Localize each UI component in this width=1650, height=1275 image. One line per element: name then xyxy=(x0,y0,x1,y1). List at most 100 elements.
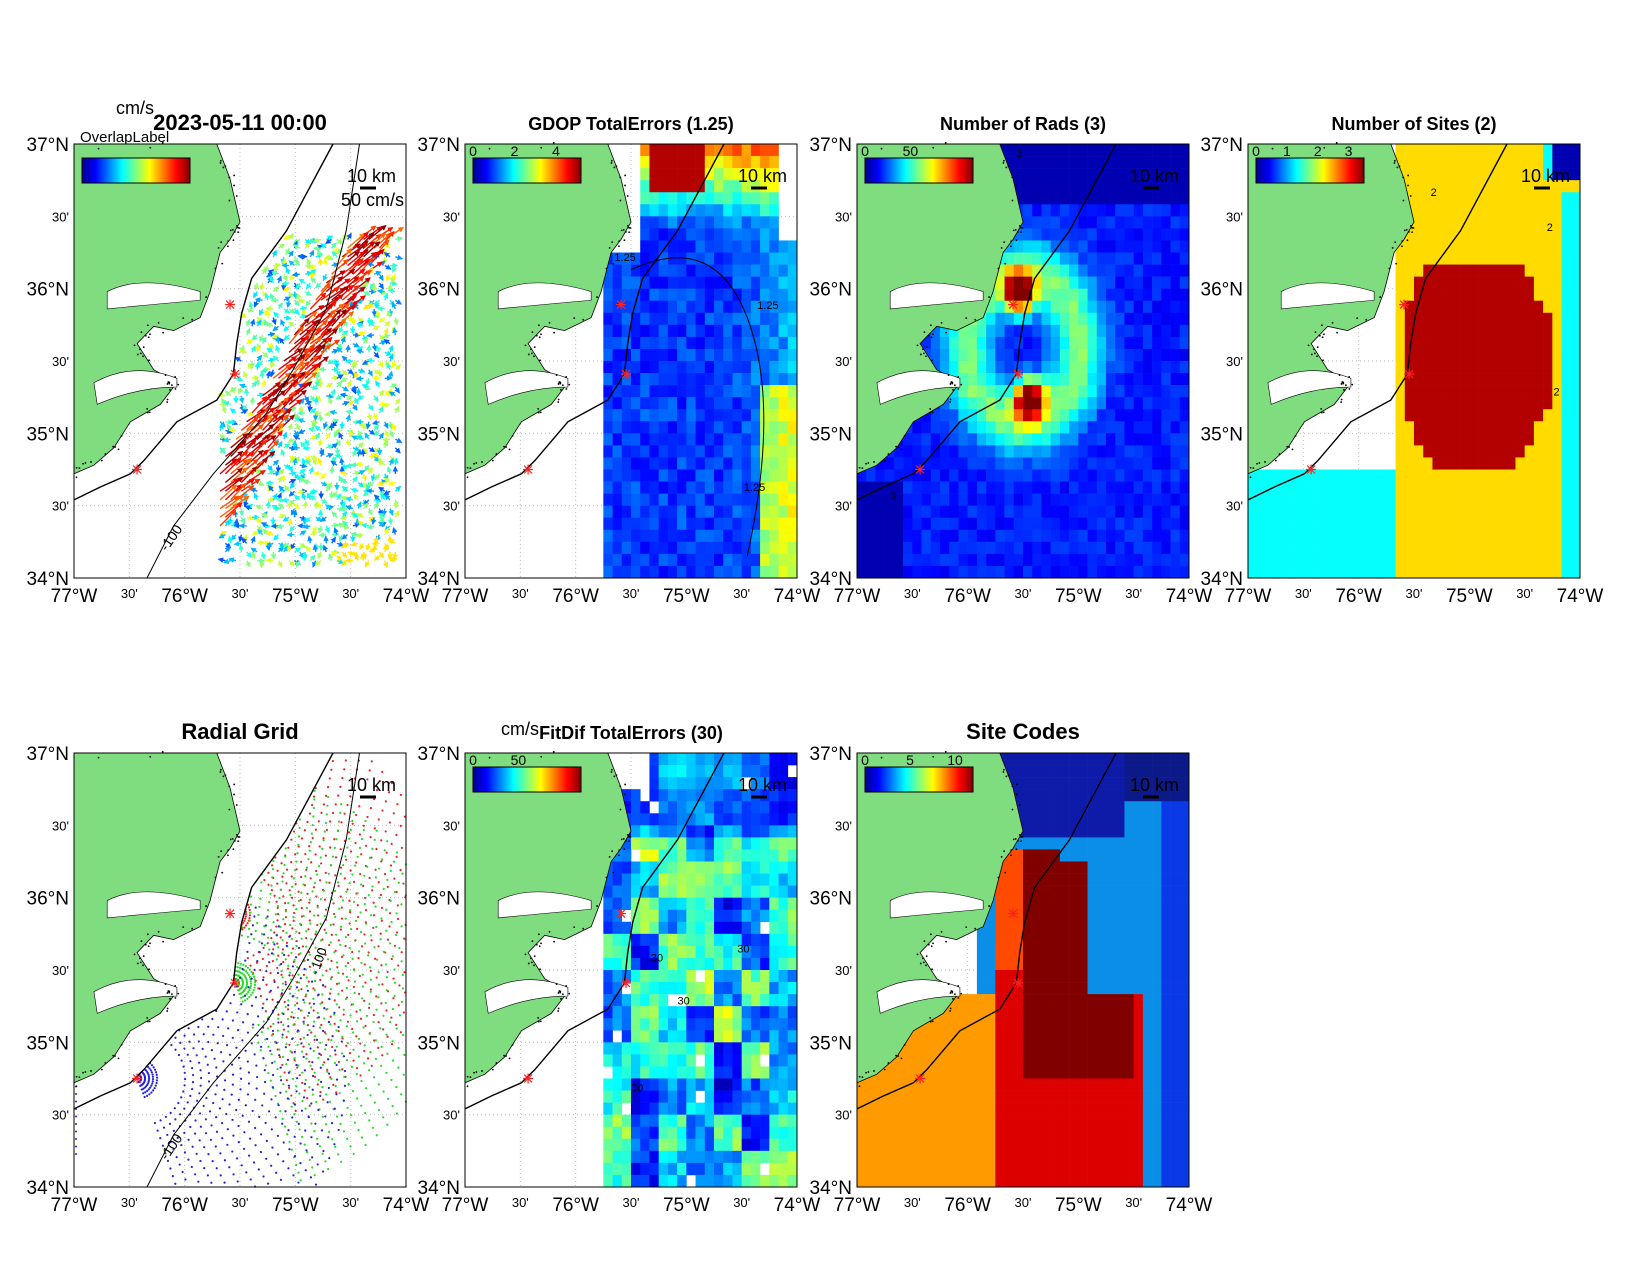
heatmap-cell xyxy=(1552,312,1562,326)
velocity-arrow xyxy=(308,272,316,278)
velocity-arrow xyxy=(347,251,366,267)
heatmap-cell xyxy=(1106,445,1116,458)
velocity-arrow xyxy=(262,413,279,431)
heatmap-cell xyxy=(986,312,996,326)
heatmap-cell xyxy=(1460,493,1470,506)
radial-grid-point xyxy=(245,992,248,996)
heatmap-cell xyxy=(1543,312,1553,326)
heatmap-cell xyxy=(1460,469,1470,482)
site-marker xyxy=(230,369,241,380)
radial-grid-point xyxy=(385,851,388,854)
heatmap-cell xyxy=(1414,433,1424,446)
velocity-arrow xyxy=(246,515,255,521)
colorbar-tick-label: 4 xyxy=(552,143,560,159)
heatmap-cell xyxy=(1497,264,1507,277)
heatmap-cell xyxy=(1124,373,1134,386)
heatmap-cell xyxy=(732,421,742,434)
heatmap-cell xyxy=(714,421,724,434)
velocity-arrow xyxy=(295,560,302,568)
heatmap-cell xyxy=(1478,517,1489,531)
radial-grid-point xyxy=(316,904,319,907)
heatmap-cell xyxy=(732,553,742,567)
heatmap-cell xyxy=(1041,204,1051,217)
heatmap-cell xyxy=(658,385,669,398)
velocity-arrow xyxy=(357,470,366,476)
velocity-arrow xyxy=(278,243,285,250)
heatmap-cell xyxy=(1266,469,1276,482)
heatmap-cell xyxy=(940,553,950,567)
heatmap-cell xyxy=(1460,409,1470,422)
heatmap-cell xyxy=(1161,240,1171,253)
heatmap-cell xyxy=(1423,180,1433,193)
heatmap-cell xyxy=(1087,517,1098,531)
heatmap-cell xyxy=(1533,517,1544,531)
heatmap-cell xyxy=(1106,529,1116,543)
heatmap-cell xyxy=(686,180,696,193)
heatmap-cell xyxy=(1423,288,1433,302)
heatmap-cell xyxy=(1069,385,1079,398)
heatmap-cell xyxy=(1023,373,1033,386)
radial-grid-point xyxy=(291,947,295,950)
heatmap-cell xyxy=(1404,493,1415,506)
heatmap-cell xyxy=(695,433,706,446)
velocity-arrow xyxy=(351,449,357,457)
heatmap-cell xyxy=(1161,324,1171,338)
velocity-arrow xyxy=(375,344,382,353)
heatmap-cell xyxy=(1059,168,1070,181)
velocity-arrow xyxy=(297,488,306,495)
heatmap-cell xyxy=(1170,300,1181,314)
heatmap-cell xyxy=(940,541,950,555)
heatmap-cell xyxy=(640,469,650,482)
heatmap-cell xyxy=(723,168,733,181)
velocity-arrow xyxy=(262,382,282,397)
shore-speck xyxy=(1018,195,1021,197)
heatmap-cell xyxy=(1478,144,1489,157)
heatmap-cell xyxy=(893,505,904,519)
heatmap-cell xyxy=(723,204,733,217)
heatmap-cell xyxy=(1004,553,1015,567)
heatmap-cell xyxy=(1078,541,1088,555)
heatmap-cell xyxy=(1161,204,1171,217)
velocity-arrow xyxy=(348,430,355,438)
velocity-arrow xyxy=(384,494,391,501)
radial-grid-point xyxy=(346,961,350,965)
heatmap-cell xyxy=(677,457,687,470)
heatmap-cell xyxy=(1432,144,1442,157)
velocity-arrow xyxy=(387,288,396,294)
radial-grid-point xyxy=(375,847,378,851)
velocity-arrow xyxy=(251,395,268,414)
shore-speck xyxy=(1271,147,1274,150)
radial-grid-point xyxy=(348,1052,352,1055)
heatmap-cell xyxy=(1152,529,1162,543)
heatmap-cell xyxy=(769,361,779,374)
heatmap-cell xyxy=(649,276,659,289)
shore-speck xyxy=(624,230,627,233)
velocity-arrow xyxy=(351,476,358,483)
heatmap-cell xyxy=(875,541,885,555)
heatmap-cell xyxy=(949,481,959,494)
velocity-arrow xyxy=(350,541,359,547)
radial-grid-point xyxy=(276,913,280,916)
heatmap-cell xyxy=(1096,409,1107,422)
heatmap-cell xyxy=(930,433,941,446)
heatmap-cell xyxy=(1069,228,1079,241)
heatmap-cell xyxy=(714,433,724,446)
heatmap-cell xyxy=(921,553,932,567)
heatmap-cell xyxy=(741,216,752,229)
heatmap-cell xyxy=(1533,156,1544,169)
velocity-arrow xyxy=(357,441,364,449)
heatmap-cell xyxy=(1050,553,1061,567)
radial-grid-point xyxy=(363,787,367,790)
heatmap-cell xyxy=(1106,373,1116,386)
radial-grid-point xyxy=(337,794,340,797)
heatmap-cell xyxy=(1170,252,1181,265)
heatmap-cell xyxy=(677,493,687,506)
velocity-arrow xyxy=(310,419,319,425)
heatmap-cell xyxy=(1561,288,1572,302)
heatmap-cell xyxy=(1478,264,1489,277)
heatmap-cell xyxy=(1497,228,1507,241)
pamlico-river xyxy=(484,370,569,405)
heatmap-cell xyxy=(769,445,779,458)
heatmap-cell xyxy=(1078,433,1088,446)
heatmap-cell xyxy=(1432,385,1442,398)
